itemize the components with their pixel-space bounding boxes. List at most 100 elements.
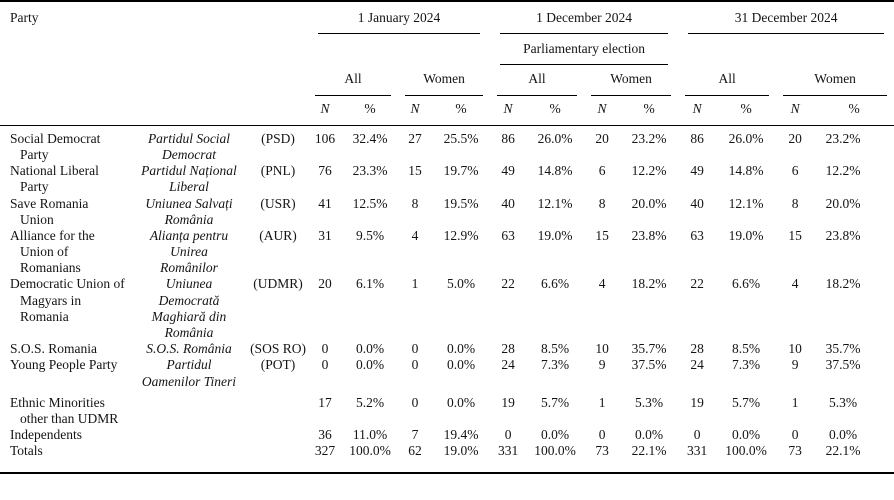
stat-cell: 19.5% <box>443 195 479 211</box>
party-row-pnl: National Liberal Party Partidul Național… <box>0 163 894 195</box>
stat-cell: 20.0% <box>825 195 861 211</box>
party-name-ro: S.O.S. România <box>146 341 232 357</box>
stat-cell: 6.6% <box>541 276 570 292</box>
stat-cell: 15 <box>408 163 422 179</box>
party-row-sosro: S.O.S. Romania S.O.S. România (SOS RO) 0… <box>0 341 894 357</box>
stat-cell: 0.0% <box>635 427 664 443</box>
stat-cell: 19 <box>501 394 515 410</box>
party-name-ro: Uniunea Democrată Maghiară din România <box>151 276 227 340</box>
stat-cell: 62 <box>408 443 422 459</box>
stat-cell: 7.3% <box>541 357 570 373</box>
stat-cell: 106 <box>314 130 336 146</box>
stat-cell: 9 <box>791 357 799 373</box>
party-name-ro: Uniunea Salvați România <box>145 195 233 227</box>
party-abbr: (POT) <box>260 357 296 373</box>
stat-cell: 23.3% <box>352 163 388 179</box>
party-name-en: Ethnic Minorities other than UDMR <box>10 394 119 426</box>
stat-cell: 331 <box>686 443 708 459</box>
party-abbr: (SOS RO) <box>250 341 306 357</box>
stat-cell: 63 <box>501 227 515 243</box>
party-name-en: Independents <box>10 427 82 443</box>
stat-cell: 35.7% <box>631 341 667 357</box>
party-name-ro: Partidul Național Liberal <box>141 163 237 195</box>
stat-cell: 14.8% <box>537 163 573 179</box>
party-name-en: Totals <box>10 443 43 459</box>
party-abbr: (UDMR) <box>253 276 303 292</box>
stat-cell: 32.4% <box>352 130 388 146</box>
empty-subtitle-cell <box>308 34 490 65</box>
stat-cell: 0 <box>411 357 419 373</box>
party-name-en: Democratic Union of Magyars in Romania <box>10 276 125 324</box>
col-header-n: N <box>678 95 717 126</box>
stat-cell: 0 <box>411 341 419 357</box>
stat-cell: 22.1% <box>825 443 861 459</box>
stat-cell: 49 <box>501 163 515 179</box>
party-name-ro: Alianța pentru Unirea Românilor <box>149 227 229 276</box>
stat-cell: 8.5% <box>732 341 761 357</box>
stat-cell: 100.0% <box>725 443 767 459</box>
stat-cell: 5.7% <box>541 394 570 410</box>
stat-cell: 5.7% <box>732 394 761 410</box>
subgroup-header-all: All <box>308 65 398 96</box>
stat-cell: 23.2% <box>825 130 861 146</box>
stat-cell: 27 <box>408 130 422 146</box>
stat-cell: 12.5% <box>352 195 388 211</box>
party-abbr: (USR) <box>260 195 296 211</box>
stat-cell: 8 <box>411 195 419 211</box>
party-row-pot: Young People Party Partidul Oamenilor Ti… <box>0 357 894 389</box>
stat-cell: 0 <box>693 427 701 443</box>
stat-cell: 40 <box>501 195 515 211</box>
stat-cell: 0 <box>411 394 419 410</box>
parliamentary-election-header: Parliamentary election <box>490 34 678 66</box>
stat-cell: 73 <box>595 443 609 459</box>
stat-cell: 19.0% <box>443 443 479 459</box>
stat-cell: 0.0% <box>446 341 476 357</box>
stat-cell: 0.0% <box>446 357 476 373</box>
header-row-subtitle: Parliamentary election <box>0 34 894 66</box>
stat-cell: 37.5% <box>631 357 667 373</box>
parliamentary-election-label: Parliamentary election <box>500 34 669 66</box>
stat-cell: 1 <box>411 276 419 292</box>
stat-cell: 35.7% <box>825 341 861 357</box>
stat-cell: 0 <box>598 427 606 443</box>
stat-cell: 5.3% <box>829 394 858 410</box>
stat-cell: 28 <box>501 341 515 357</box>
stat-cell: 12.1% <box>537 195 573 211</box>
stat-cell: 0.0% <box>732 427 761 443</box>
stat-cell: 40 <box>690 195 704 211</box>
party-abbr <box>248 443 308 472</box>
party-name-ro: Partidul Social Democrat <box>147 130 231 162</box>
party-row-independents: Independents 36 11.0% 7 19.4% 0 0.0% 0 0… <box>0 427 894 443</box>
stat-cell: 22.1% <box>631 443 667 459</box>
stat-cell: 19.7% <box>443 163 479 179</box>
stat-cell: 31 <box>318 227 332 243</box>
stat-cell: 41 <box>318 195 332 211</box>
col-header-pct: % <box>620 95 679 126</box>
stat-cell: 15 <box>595 227 609 243</box>
col-header-n: N <box>584 95 621 126</box>
stat-cell: 331 <box>497 443 519 459</box>
stat-cell: 23.2% <box>631 130 667 146</box>
stat-cell: 8 <box>791 195 799 211</box>
stat-cell: 86 <box>501 130 515 146</box>
stat-cell: 12.9% <box>443 227 479 243</box>
stat-cell: 0 <box>791 427 799 443</box>
stat-cell: 0 <box>321 341 329 357</box>
party-name-ro <box>130 427 248 443</box>
stat-cell: 6 <box>791 163 799 179</box>
party-abbr: (PNL) <box>260 163 296 179</box>
stat-cell: 6.1% <box>355 276 385 292</box>
stat-cell: 0.0% <box>355 357 385 373</box>
party-name-ro: Partidul Oamenilor Tineri <box>141 357 237 389</box>
party-name-en: Alliance for the Union of Romanians <box>10 227 95 276</box>
stat-cell: 0 <box>321 357 329 373</box>
stat-cell: 327 <box>314 443 336 459</box>
stat-cell: 76 <box>318 163 332 179</box>
stat-cell: 8.5% <box>541 341 570 357</box>
stat-cell: 12.2% <box>631 163 667 179</box>
stat-cell: 0.0% <box>541 427 570 443</box>
date-group-december31: 31 December 2024 <box>678 1 894 35</box>
party-column-header: Party <box>0 1 309 126</box>
stat-cell: 4 <box>791 276 799 292</box>
stat-cell: 37.5% <box>825 357 861 373</box>
